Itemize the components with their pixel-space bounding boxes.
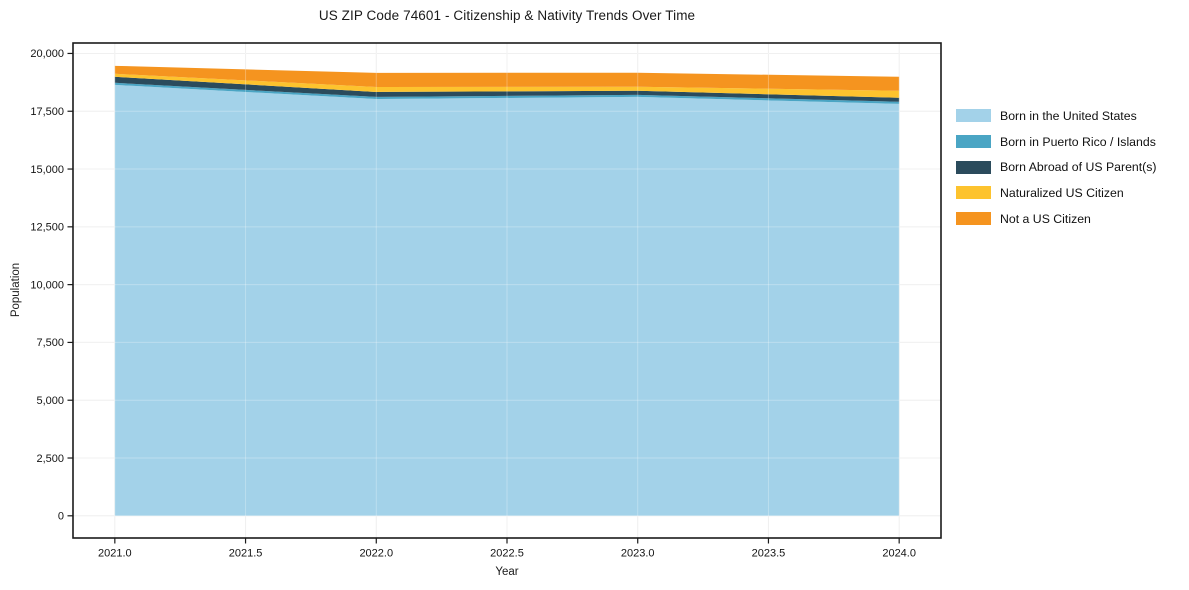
legend-swatch xyxy=(956,109,991,123)
area-series-4 xyxy=(114,73,900,98)
x-tick-label: 2022.0 xyxy=(359,548,393,560)
area-series-2 xyxy=(114,82,900,104)
x-tick-label: 2023.5 xyxy=(752,548,786,560)
x-axis-label: Year xyxy=(495,566,519,578)
chart-title: US ZIP Code 74601 - Citizenship & Nativi… xyxy=(318,8,696,23)
legend-label: Born in the United States xyxy=(1000,108,1137,123)
area-series-3 xyxy=(114,76,900,102)
area-series-5 xyxy=(114,65,900,91)
legend: Born in the United States Born in Puerto … xyxy=(956,103,1157,231)
legend-swatch xyxy=(956,135,991,149)
legend-swatch xyxy=(956,186,991,200)
legend-item: Naturalized US Citizen xyxy=(956,180,1157,206)
legend-swatch xyxy=(956,212,991,226)
legend-label: Born Abroad of US Parent(s) xyxy=(1000,160,1157,175)
legend-item: Not a US Citizen xyxy=(956,206,1157,232)
area-series-1 xyxy=(114,84,900,516)
y-tick-label: 0 xyxy=(58,511,64,523)
legend-item: Born in Puerto Rico / Islands xyxy=(956,129,1157,155)
x-tick-label: 2021.0 xyxy=(98,548,132,560)
y-tick-label: 2,500 xyxy=(36,453,64,465)
legend-label: Born in Puerto Rico / Islands xyxy=(1000,134,1156,149)
y-tick-label: 12,500 xyxy=(30,222,64,234)
legend-label: Not a US Citizen xyxy=(1000,211,1091,226)
legend-label: Naturalized US Citizen xyxy=(1000,185,1124,200)
x-tick-label: 2021.5 xyxy=(229,548,263,560)
x-tick-label: 2024.0 xyxy=(882,548,916,560)
legend-item: Born Abroad of US Parent(s) xyxy=(956,154,1157,180)
y-axis-label: Population xyxy=(10,262,22,318)
legend-swatch xyxy=(956,160,991,174)
x-tick-label: 2023.0 xyxy=(621,548,655,560)
y-tick-label: 20,000 xyxy=(30,48,64,60)
x-tick-label: 2022.5 xyxy=(490,548,524,560)
legend-item: Born in the United States xyxy=(956,103,1157,129)
y-tick-label: 5,000 xyxy=(36,395,64,407)
y-tick-label: 15,000 xyxy=(30,164,64,176)
y-tick-label: 10,000 xyxy=(30,279,64,291)
y-tick-label: 17,500 xyxy=(30,106,64,118)
y-tick-label: 7,500 xyxy=(36,337,64,349)
